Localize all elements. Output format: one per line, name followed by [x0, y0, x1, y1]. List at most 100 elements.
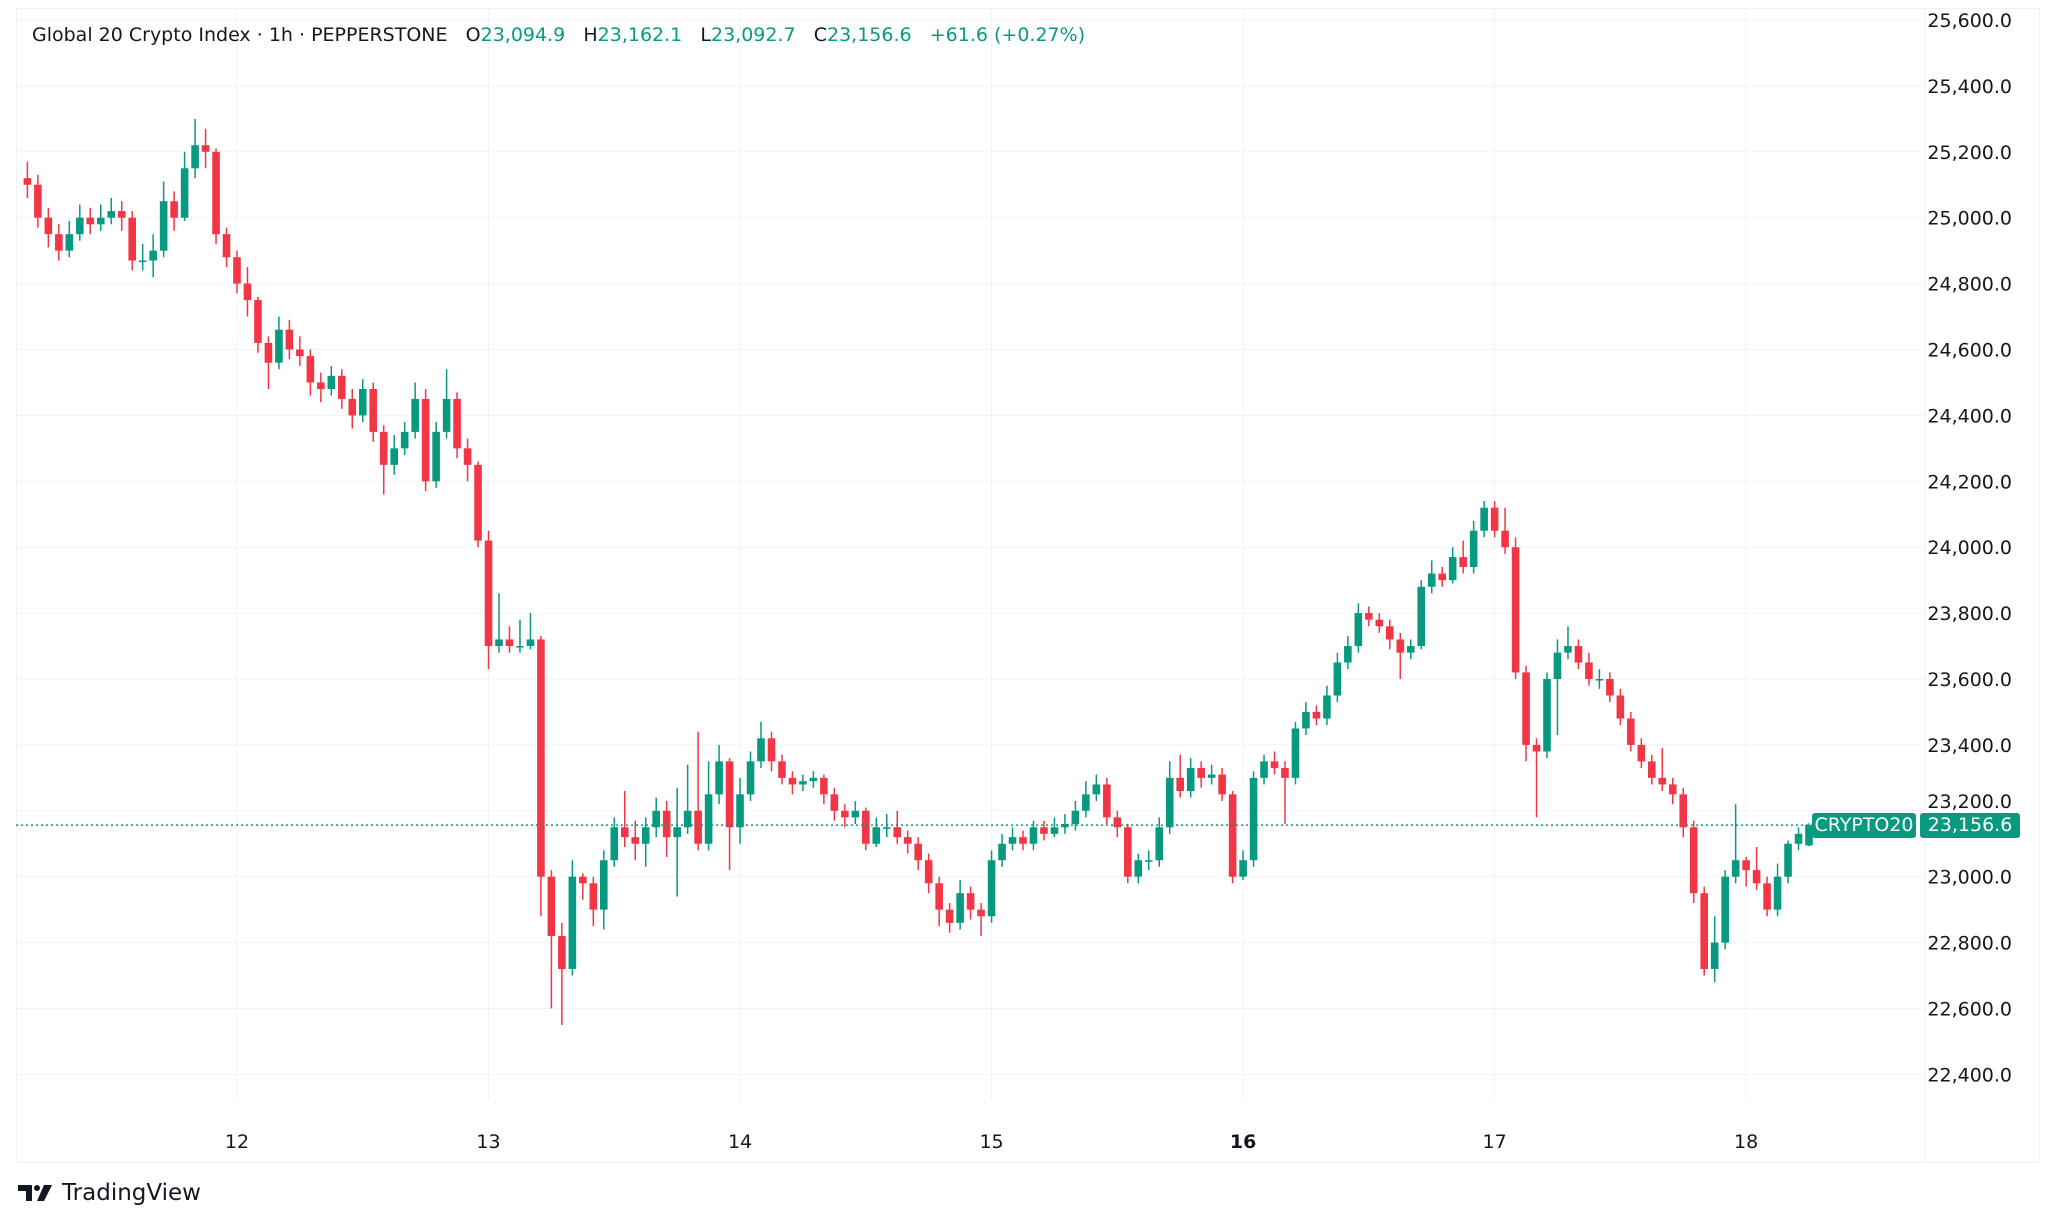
candle: [358, 379, 367, 422]
candle: [1627, 711, 1635, 752]
candle-body: [987, 860, 996, 917]
candle-body: [453, 398, 461, 449]
candle-body: [1092, 784, 1101, 795]
candle: [1165, 761, 1174, 834]
candle: [1469, 520, 1478, 574]
candle-body: [1249, 777, 1258, 861]
candle: [138, 244, 147, 271]
candle-body: [1197, 767, 1205, 778]
candle: [1710, 916, 1719, 983]
candle-body: [767, 738, 776, 762]
candle: [652, 797, 660, 838]
candle: [212, 148, 220, 245]
candle: [1008, 827, 1017, 851]
symbol-name[interactable]: Global 20 Crypto Index: [32, 24, 251, 46]
candle: [1228, 791, 1237, 884]
candle: [1323, 685, 1331, 726]
candle-body: [296, 349, 304, 357]
candle: [851, 800, 860, 824]
price-tick-label: 24,800.0: [1927, 274, 2012, 296]
candle: [1553, 639, 1562, 736]
candle-body: [620, 827, 629, 838]
candle-body: [317, 382, 325, 390]
candle-body: [568, 876, 577, 969]
price-tick-label: 22,800.0: [1927, 933, 2012, 955]
candle: [1386, 619, 1394, 650]
candle-body: [222, 234, 231, 258]
candle-body: [1763, 883, 1771, 910]
price-tick-label: 23,200.0: [1927, 791, 2012, 813]
candle: [662, 800, 671, 857]
candle-body: [1417, 586, 1426, 647]
high-label: H: [583, 24, 598, 46]
candle: [453, 392, 461, 459]
candle: [369, 382, 378, 442]
candle-body: [558, 936, 566, 969]
candle-body: [1805, 825, 1813, 846]
candle: [736, 777, 744, 844]
candle: [338, 369, 346, 409]
tradingview-logo[interactable]: TradingView: [18, 1180, 201, 1206]
candle-body: [1396, 639, 1405, 653]
candle-body: [1637, 744, 1646, 762]
candle: [1459, 540, 1467, 574]
time-tick-label: 17: [1483, 1131, 1507, 1153]
candle: [956, 879, 964, 930]
candle-body: [610, 827, 619, 861]
candle-body: [1438, 573, 1446, 581]
candle-body: [547, 876, 556, 937]
candle-body: [1155, 827, 1164, 861]
candle: [914, 837, 922, 871]
price-tick-label: 22,600.0: [1927, 999, 2012, 1021]
candle-body: [1406, 646, 1415, 653]
candle-body: [191, 145, 199, 169]
candle-body: [1427, 573, 1436, 587]
candle: [1511, 537, 1520, 679]
price-axis[interactable]: 22,400.0 22,600.0 22,800.0 23,000.0 23,200.0…: [1927, 10, 2012, 1086]
candle: [579, 873, 587, 900]
candle-body: [275, 329, 283, 363]
candle-body: [914, 843, 922, 861]
candle: [1543, 672, 1551, 759]
candle-body: [1386, 626, 1394, 640]
candle: [117, 201, 126, 231]
price-tag-value: 23,156.6: [1920, 813, 2020, 838]
candle-body: [945, 909, 954, 923]
candle-body: [1113, 817, 1122, 828]
candle-body: [495, 639, 503, 647]
candle-body: [1522, 672, 1530, 745]
candle: [285, 319, 294, 360]
candle-body: [1375, 619, 1384, 627]
candle-body: [1627, 718, 1635, 745]
candle-body: [400, 431, 409, 449]
time-axis[interactable]: 12 13 14 15 16 17 18: [225, 1131, 1758, 1153]
candle: [1689, 820, 1698, 904]
candle: [327, 365, 336, 396]
candle-body: [348, 398, 357, 416]
candle-body: [820, 777, 828, 795]
candle: [1270, 751, 1279, 775]
exchange: PEPPERSTONE: [311, 24, 448, 46]
high-value: 23,162.1: [597, 24, 683, 46]
open-label: O: [465, 24, 481, 46]
candle-body: [1186, 767, 1195, 792]
candle-body: [1490, 507, 1499, 531]
candle: [1574, 639, 1583, 670]
candle: [1155, 817, 1164, 867]
candle: [1344, 636, 1352, 670]
candle: [222, 227, 231, 268]
candle-body: [757, 738, 765, 762]
candle: [201, 128, 210, 169]
candle-body: [1134, 860, 1143, 877]
time-tick-label: 12: [225, 1131, 249, 1153]
candle-body: [1606, 679, 1614, 696]
candle-body: [778, 761, 786, 778]
candle: [1784, 840, 1792, 884]
candle-body: [977, 909, 985, 917]
candle-body: [652, 810, 660, 828]
candle-body: [966, 893, 975, 910]
candle: [1124, 823, 1132, 884]
candle-body: [956, 893, 964, 923]
candle-body: [1543, 679, 1551, 752]
